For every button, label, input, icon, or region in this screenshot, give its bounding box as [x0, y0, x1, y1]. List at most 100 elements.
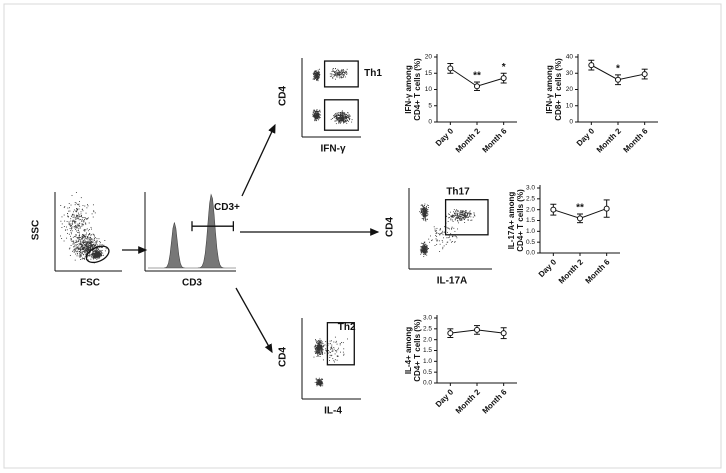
event-dot: [317, 346, 319, 348]
event-dot: [424, 252, 426, 254]
event-dot: [90, 242, 92, 244]
event-dot: [455, 210, 457, 212]
event-dot: [82, 238, 83, 240]
event-dot: [320, 347, 322, 348]
event-dot: [422, 218, 424, 220]
event-dot: [332, 358, 334, 360]
event-dot: [340, 73, 342, 75]
event-dot: [345, 120, 347, 121]
event-dot: [342, 120, 344, 122]
event-dot: [83, 229, 85, 231]
y-axis-label: IFN-γ among: [404, 65, 413, 114]
event-dot: [90, 244, 92, 246]
event-dot: [79, 216, 81, 218]
event-dot: [436, 227, 438, 229]
event-dot: [317, 379, 319, 381]
event-dot: [82, 234, 84, 236]
event-dot: [334, 359, 336, 361]
event-dot: [93, 256, 95, 258]
event-dot: [318, 112, 320, 114]
event-dot: [312, 113, 314, 115]
event-dot: [341, 73, 343, 75]
event-dot: [320, 385, 322, 386]
event-dot: [423, 256, 425, 258]
event-dot: [315, 113, 317, 115]
event-dot: [423, 212, 425, 214]
event-dot: [314, 117, 316, 119]
event-dot: [101, 250, 103, 251]
event-dot: [332, 77, 334, 79]
event-dot: [339, 116, 341, 118]
event-dot: [343, 353, 345, 355]
event-dot: [320, 353, 322, 355]
event-dot: [346, 122, 348, 124]
event-dot: [422, 251, 424, 253]
event-dot: [329, 357, 331, 359]
event-dot: [99, 247, 101, 249]
event-dot: [70, 237, 72, 239]
event-dot: [342, 69, 344, 71]
event-dot: [78, 215, 80, 217]
event-dot: [84, 205, 86, 207]
event-dot: [89, 254, 91, 256]
event-dot: [318, 349, 320, 351]
event-dot: [426, 245, 428, 247]
event-dot: [425, 248, 427, 250]
event-dot: [462, 213, 464, 215]
event-dot: [89, 239, 91, 241]
event-dot: [319, 351, 321, 353]
event-dot: [318, 116, 320, 118]
event-dot: [322, 350, 324, 352]
event-dot: [81, 244, 83, 246]
event-dot: [434, 228, 436, 230]
event-dot: [83, 237, 85, 239]
event-dot: [426, 210, 428, 212]
event-dot: [347, 116, 349, 118]
event-dot: [422, 250, 424, 252]
event-dot: [317, 115, 318, 117]
event-dot: [88, 244, 90, 246]
event-dot: [344, 72, 346, 74]
event-dot: [77, 246, 79, 248]
event-dot: [339, 73, 341, 75]
event-dot: [77, 225, 79, 227]
event-dot: [96, 251, 98, 253]
event-dot: [435, 231, 437, 232]
event-dot: [343, 72, 345, 73]
event-dot: [422, 214, 424, 216]
event-dot: [88, 246, 89, 247]
event-dot: [342, 74, 344, 76]
y-tick-label: 2.5: [423, 326, 432, 333]
event-dot: [347, 120, 349, 121]
event-dot: [336, 120, 338, 122]
event-dot: [80, 242, 82, 244]
event-dot: [335, 71, 337, 73]
event-dot: [317, 72, 319, 73]
point: [577, 215, 583, 222]
gate: [85, 245, 110, 264]
event-dot: [422, 243, 424, 244]
event-dot: [464, 216, 466, 218]
event-dot: [339, 120, 341, 122]
event-dot: [422, 212, 424, 214]
event-dot: [423, 216, 425, 218]
event-dot: [74, 225, 75, 227]
event-dot: [97, 257, 99, 259]
event-dot: [318, 115, 320, 117]
event-dot: [87, 218, 88, 219]
event-dot: [312, 111, 314, 113]
event-dot: [84, 248, 86, 250]
event-dot: [81, 238, 83, 240]
event-dot: [76, 218, 78, 219]
event-dot: [346, 68, 348, 70]
event-dot: [425, 250, 427, 252]
event-dot: [79, 236, 80, 238]
event-dot: [315, 346, 317, 348]
event-dot: [450, 215, 452, 217]
event-dot: [423, 215, 425, 217]
event-dot: [339, 112, 341, 114]
event-dot: [95, 243, 97, 245]
event-dot: [314, 77, 316, 79]
event-dot: [335, 117, 337, 119]
event-dot: [343, 117, 345, 119]
